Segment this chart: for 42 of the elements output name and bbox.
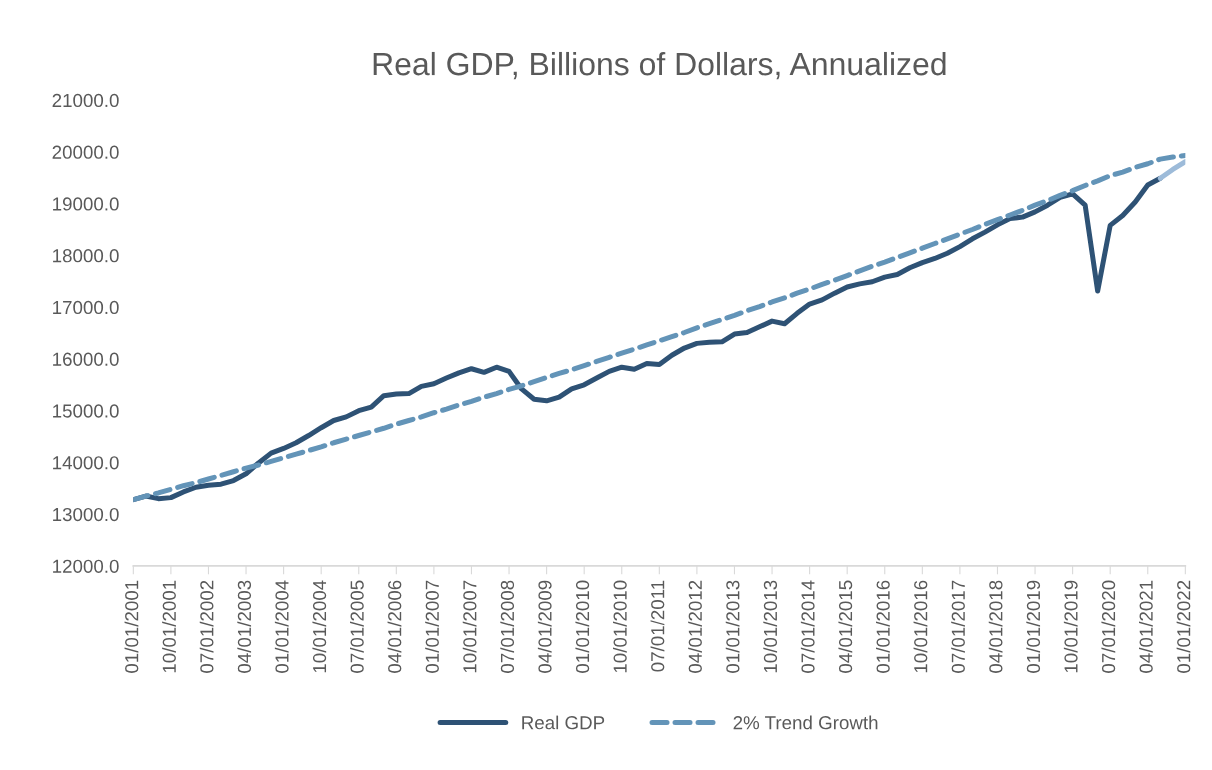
x-tick-label: 04/01/2009 xyxy=(537,580,552,673)
x-tick-label: 01/01/2013 xyxy=(725,580,740,673)
x-tick-label: 01/01/2022 xyxy=(1176,580,1191,673)
y-tick-label: 19000.0 xyxy=(53,197,119,211)
x-tick-label: 04/01/2003 xyxy=(237,580,252,673)
y-tick-label: 14000.0 xyxy=(53,456,119,470)
x-tick-label: 01/01/2004 xyxy=(274,580,289,673)
x-tick-label: 07/01/2014 xyxy=(800,580,815,673)
x-tick-label: 07/01/2020 xyxy=(1101,580,1116,673)
y-tick-label: 16000.0 xyxy=(53,352,119,366)
x-tick-label: 01/01/2010 xyxy=(575,580,590,673)
x-tick-label: 01/01/2016 xyxy=(876,580,890,673)
y-tick-label: 21000.0 xyxy=(52,93,119,108)
legend-label: 2% Trend Growth xyxy=(733,715,878,730)
x-tick-label: 07/01/2017 xyxy=(951,580,965,673)
chart-title: Real GDP, Billions of Dollars, Annualized xyxy=(373,51,946,80)
x-tick-label: 01/01/2007 xyxy=(425,580,439,673)
x-tick-label: 04/01/2021 xyxy=(1139,580,1153,673)
y-tick-label: 13000.0 xyxy=(53,507,119,522)
x-tick-label: 04/01/2012 xyxy=(688,580,702,673)
x-tick-label: 10/01/2010 xyxy=(613,580,627,673)
legend-label: Real GDP xyxy=(522,715,605,730)
x-tick-label: 10/01/2004 xyxy=(312,580,327,673)
y-tick-label: 15000.0 xyxy=(53,404,119,418)
x-tick-label: 10/01/2019 xyxy=(1063,580,1078,673)
x-tick-label: 10/01/2016 xyxy=(913,580,928,673)
x-tick-label: 10/01/2007 xyxy=(462,580,477,673)
x-tick-label: 10/01/2001 xyxy=(162,580,176,673)
x-tick-label: 07/01/2011 xyxy=(650,580,665,672)
x-tick-label: 10/01/2013 xyxy=(763,580,778,673)
x-tick-label: 01/01/2001 xyxy=(124,580,139,673)
x-tick-label: 04/01/2006 xyxy=(387,580,402,673)
y-tick-label: 18000.0 xyxy=(53,249,119,263)
x-tick-label: 07/01/2002 xyxy=(199,580,214,673)
x-tick-label: 04/01/2018 xyxy=(988,580,1003,673)
x-tick-label: 07/01/2005 xyxy=(350,580,364,673)
x-tick-label: 07/01/2008 xyxy=(500,580,515,673)
y-tick-label: 17000.0 xyxy=(53,300,119,315)
y-tick-label: 20000.0 xyxy=(52,145,119,159)
x-tick-label: 04/01/2015 xyxy=(838,580,853,673)
x-tick-label: 01/01/2019 xyxy=(1026,580,1041,673)
y-tick-label: 12000.0 xyxy=(53,559,119,573)
